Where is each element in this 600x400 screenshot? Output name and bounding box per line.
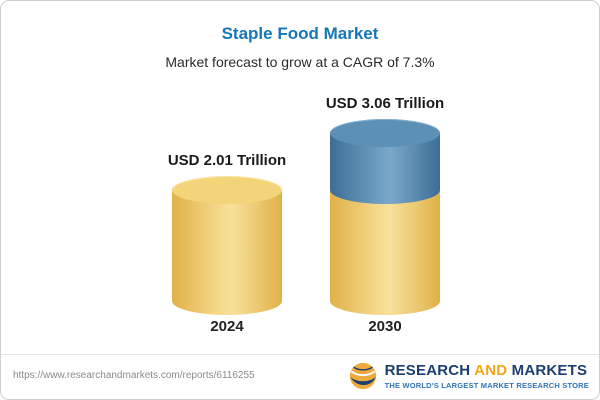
footer: https://www.researchandmarkets.com/repor… xyxy=(1,354,599,399)
category-label-2024: 2024 xyxy=(210,318,244,335)
logo-word-markets: MARKETS xyxy=(511,362,588,379)
cylinder-2030-growth-segment xyxy=(330,118,440,205)
report-url: https://www.researchandmarkets.com/repor… xyxy=(13,370,255,381)
category-label-2030: 2030 xyxy=(368,318,402,335)
chart-title: Staple Food Market xyxy=(221,24,379,43)
cylinder-2030-base-body xyxy=(330,190,440,315)
cylinder-2024-body xyxy=(172,190,282,315)
cylinder-2030-growth-top xyxy=(330,118,440,147)
value-label-2030: USD 3.06 Trillion xyxy=(325,94,445,112)
logo-word-and: AND xyxy=(474,362,508,379)
cylinder-2024-top xyxy=(172,176,282,205)
logo-text: RESEARCH AND MARKETS THE WORLD'S LARGEST… xyxy=(385,362,589,390)
globe-icon xyxy=(349,362,376,390)
value-label-2024: USD 2.01 Trillion xyxy=(167,152,287,170)
chart-subtitle: Market forecast to grow at a CAGR of 7.3… xyxy=(165,54,435,70)
brand-logo: RESEARCH AND MARKETS THE WORLD'S LARGEST… xyxy=(348,361,589,391)
logo-tagline: THE WORLD'S LARGEST MARKET RESEARCH STOR… xyxy=(384,381,589,390)
logo-main: RESEARCH AND MARKETS xyxy=(385,362,589,379)
logo-word-research: RESEARCH xyxy=(384,362,471,379)
cylinder-2024 xyxy=(172,176,282,315)
